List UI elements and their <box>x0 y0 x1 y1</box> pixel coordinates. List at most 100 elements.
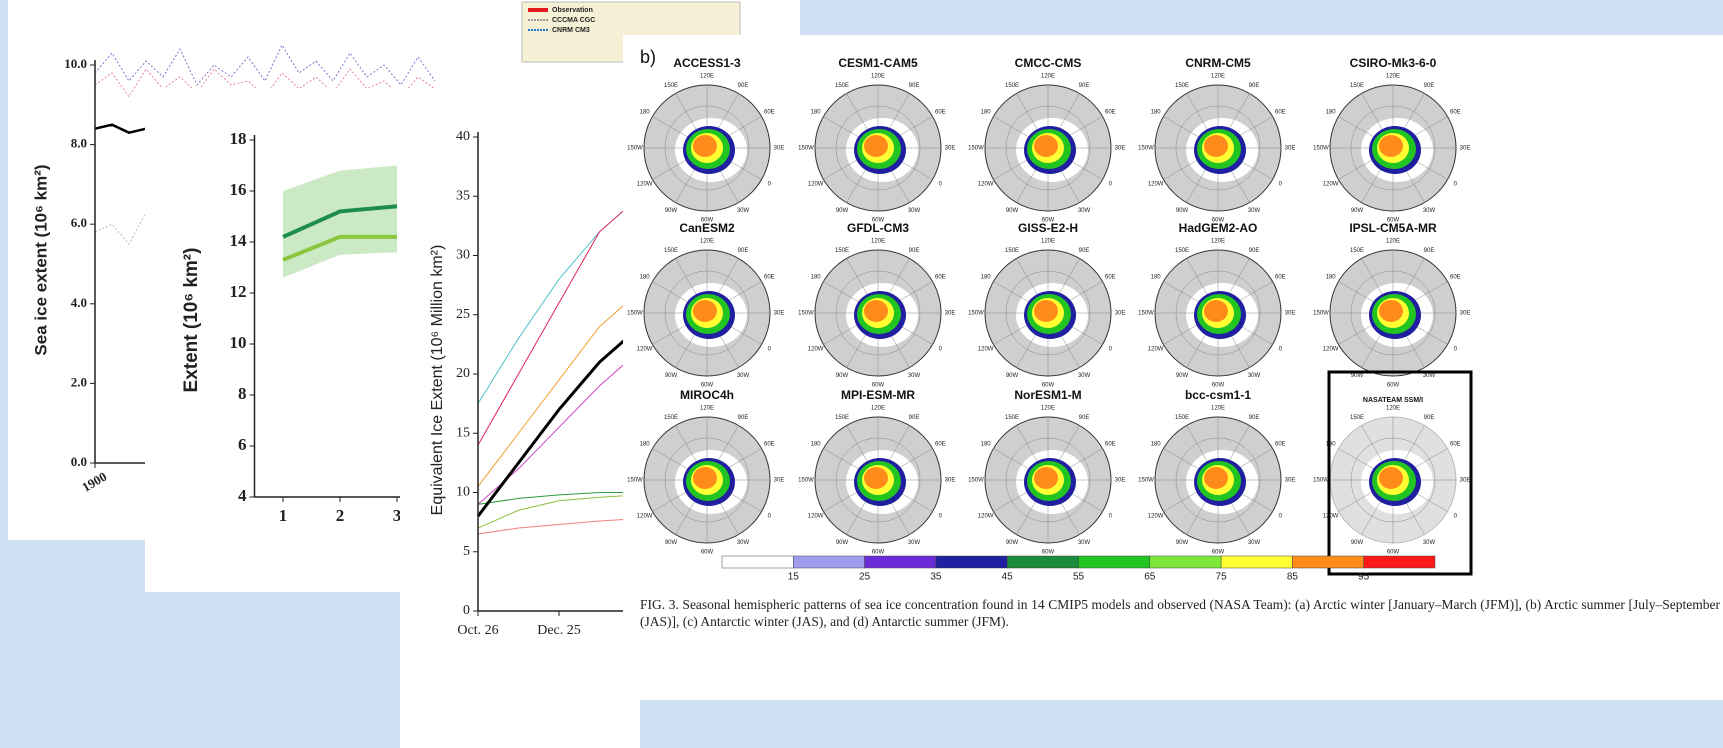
map-label: 90W <box>1176 373 1189 379</box>
map-label: 30W <box>1248 540 1261 546</box>
ice-core <box>693 300 717 322</box>
map-label: 60E <box>1275 442 1286 448</box>
map-label: 90W <box>836 208 849 214</box>
map-label: 0 <box>1109 347 1113 353</box>
map-label: 180 <box>640 110 651 116</box>
y-axis-label: Sea ice extent (10⁶ km²) <box>31 164 50 355</box>
map-label: 30E <box>1285 478 1296 484</box>
map-label: 0 <box>939 347 943 353</box>
ice-core <box>864 135 888 157</box>
map-label: 90W <box>1006 208 1019 214</box>
series-line <box>477 518 641 535</box>
map-label: 90W <box>836 540 849 546</box>
map-label: 90W <box>1351 373 1364 379</box>
map-label: 30W <box>1078 373 1091 379</box>
map-label: 120E <box>1386 239 1400 245</box>
map-label: 0 <box>768 347 772 353</box>
map-label: 90E <box>909 415 920 421</box>
legend-label: Observation <box>552 7 593 14</box>
map-label: 150E <box>1175 83 1189 89</box>
map-label: 30E <box>1460 146 1471 152</box>
map-label: 0 <box>1109 182 1113 188</box>
ice-core <box>1034 467 1058 489</box>
y-tick-label: 35 <box>456 188 470 203</box>
map-label: 120W <box>1323 182 1339 188</box>
map-label: 90E <box>1079 83 1090 89</box>
x-tick-label: 3 <box>393 506 402 525</box>
map-label: 30E <box>774 146 785 152</box>
colorbar-segment <box>721 555 794 569</box>
y-axis-label: Extent (10⁶ km²) <box>181 248 202 393</box>
colorbar-segment <box>793 555 865 569</box>
map: 120E 90E 60E 30E 0 30W 60W 90W 120W 150W 180 150E <box>798 74 955 224</box>
map-label: 60W <box>1387 383 1400 389</box>
map-label: 120E <box>1211 239 1225 245</box>
map: 120E 90E 60E 30E 0 30W 60W 90W 120W 150W 180 150E <box>1138 406 1295 556</box>
map-label: 90W <box>1351 208 1364 214</box>
map-label: 120W <box>637 347 653 353</box>
ice-core <box>1034 300 1058 322</box>
map-label: 150E <box>1005 248 1019 254</box>
map-label: 30W <box>1078 208 1091 214</box>
map-label: 150W <box>1138 478 1154 484</box>
ice-core <box>1379 135 1403 157</box>
map-label: 90E <box>738 248 749 254</box>
y-tick-label: 15 <box>456 425 470 440</box>
highlight-box <box>1327 370 1473 576</box>
map-label: 60W <box>1042 550 1055 556</box>
map: 120E 90E 60E 30E 0 30W 60W 90W 120W 150W 180 150E <box>968 239 1125 389</box>
map-label: 150E <box>1005 415 1019 421</box>
map-label: 120W <box>1323 514 1339 520</box>
map-label: 180 <box>981 110 992 116</box>
map-label: 120W <box>1148 182 1164 188</box>
map-label: 0 <box>768 182 772 188</box>
map-label: 0 <box>1279 514 1283 520</box>
map-label: 0 <box>939 514 943 520</box>
map: 120E 90E 60E 30E 0 30W 60W 90W 120W 150W 180 150E <box>968 74 1125 224</box>
map-label: 0 <box>939 182 943 188</box>
x-tick-label: Dec. 25 <box>537 623 581 638</box>
map-label: 120E <box>1041 74 1055 80</box>
map-label: 60W <box>701 218 714 224</box>
map-label: 60E <box>764 442 775 448</box>
map-label: 120E <box>700 74 714 80</box>
model-name: CSIRO-Mk3-6-0 <box>1350 56 1437 70</box>
y-axis-label: Equivalent Ice Extent (10⁶ Million km²) <box>429 245 446 516</box>
y-tick-label: 10.0 <box>64 56 87 71</box>
map-label: 120E <box>871 239 885 245</box>
model-name: HadGEM2-AO <box>1179 221 1258 235</box>
map-label: 60E <box>935 275 946 281</box>
map-label: 120W <box>1148 514 1164 520</box>
x-tick-label: Oct. 26 <box>457 623 498 638</box>
map-label: 150W <box>627 146 643 152</box>
map-label: 90W <box>1006 373 1019 379</box>
map-label: 90E <box>1424 83 1435 89</box>
map-label: 120W <box>978 514 994 520</box>
map-label: 60W <box>1387 550 1400 556</box>
map-label: 90W <box>1176 540 1189 546</box>
map-label: 150W <box>1138 146 1154 152</box>
legend-label: CCCMA CGC <box>552 17 595 24</box>
map-label: 150E <box>835 83 849 89</box>
colorbar-segment <box>1292 555 1364 569</box>
colorbar-tick-label: 25 <box>859 572 871 583</box>
map-label: 120E <box>700 239 714 245</box>
x-tick-label: 1 <box>279 506 288 525</box>
map-label: 30E <box>1115 478 1126 484</box>
series-line <box>477 290 641 487</box>
y-tick-label: 25 <box>456 307 470 322</box>
colorbar-segment <box>1078 555 1151 569</box>
colorbar-segment <box>935 555 1008 569</box>
map-label: 180 <box>640 275 651 281</box>
map-label: 90E <box>1249 248 1260 254</box>
map-label: 90E <box>738 83 749 89</box>
colorbar-tick-label: 15 <box>788 572 800 583</box>
map-label: 120E <box>1041 406 1055 412</box>
map-label: 30E <box>1115 146 1126 152</box>
colorbar-segment <box>1220 555 1293 569</box>
map-label: 30W <box>1423 208 1436 214</box>
map-label: 60W <box>701 383 714 389</box>
y-tick-label: 4.0 <box>71 295 87 310</box>
ice-core <box>1379 300 1403 322</box>
